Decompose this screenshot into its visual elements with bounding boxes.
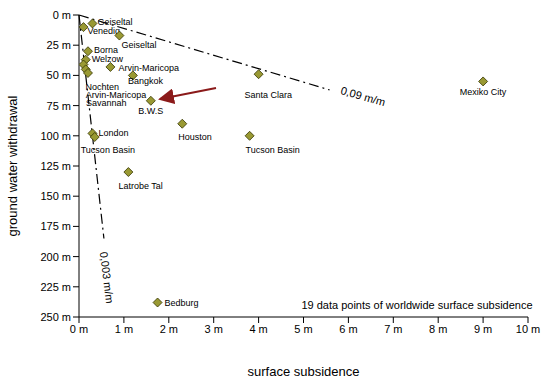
svg-text:7 m: 7 m: [384, 323, 402, 335]
svg-text:50 m: 50 m: [47, 69, 71, 81]
svg-text:Nochten: Nochten: [85, 81, 119, 92]
svg-text:1 m: 1 m: [115, 323, 133, 335]
svg-text:100 m: 100 m: [40, 130, 71, 142]
svg-text:125 m: 125 m: [40, 160, 71, 172]
svg-text:0 m: 0 m: [53, 9, 71, 21]
svg-text:Latrobe Tal: Latrobe Tal: [118, 181, 162, 191]
svg-text:0 m: 0 m: [70, 323, 88, 335]
svg-text:Savannah: Savannah: [86, 98, 127, 108]
svg-text:75 m: 75 m: [47, 100, 71, 112]
svg-text:ground water withdrawal: ground water withdrawal: [8, 95, 20, 236]
svg-text:Geiseltal: Geiseltal: [97, 17, 133, 28]
svg-text:Geiseltal: Geiseltal: [121, 40, 156, 50]
svg-text:225 m: 225 m: [40, 281, 71, 293]
svg-text:0,09 m/m: 0,09 m/m: [339, 84, 386, 108]
svg-text:Houston: Houston: [178, 132, 212, 142]
svg-text:10 m: 10 m: [516, 323, 540, 335]
svg-text:150 m: 150 m: [40, 190, 71, 202]
svg-text:Bangkok: Bangkok: [128, 76, 164, 86]
svg-text:250 m: 250 m: [40, 311, 71, 323]
svg-text:5 m: 5 m: [294, 323, 312, 335]
svg-text:Arvin-Maricopa: Arvin-Maricopa: [85, 90, 147, 101]
svg-text:Tucson Basin: Tucson Basin: [246, 145, 300, 155]
svg-text:London: London: [98, 128, 128, 138]
svg-text:0,003 m/m: 0,003 m/m: [98, 251, 116, 304]
svg-text:Tucson Basin: Tucson Basin: [81, 145, 135, 155]
svg-text:4 m: 4 m: [249, 323, 267, 335]
svg-text:Bedburg: Bedburg: [165, 298, 199, 308]
svg-text:3 m: 3 m: [205, 323, 223, 335]
svg-text:25 m: 25 m: [47, 39, 71, 51]
svg-text:surface subsidence: surface subsidence: [247, 364, 359, 379]
svg-text:6 m: 6 m: [339, 323, 357, 335]
svg-text:19 data points of worldwide su: 19 data points of worldwide surface subs…: [301, 299, 532, 311]
svg-text:Mexiko City: Mexiko City: [460, 87, 507, 97]
svg-text:Santa Clara: Santa Clara: [245, 90, 293, 100]
svg-text:200 m: 200 m: [40, 251, 71, 263]
svg-text:2 m: 2 m: [160, 323, 178, 335]
svg-text:9 m: 9 m: [474, 323, 492, 335]
svg-text:Welzow: Welzow: [91, 53, 124, 64]
svg-text:Borna: Borna: [94, 45, 118, 56]
svg-text:8 m: 8 m: [429, 323, 447, 335]
svg-text:Venedig: Venedig: [87, 26, 120, 36]
svg-text:Arvin-Maricopa: Arvin-Maricopa: [118, 63, 179, 73]
svg-text:175 m: 175 m: [40, 220, 71, 232]
svg-text:B.W.S: B.W.S: [138, 106, 163, 116]
